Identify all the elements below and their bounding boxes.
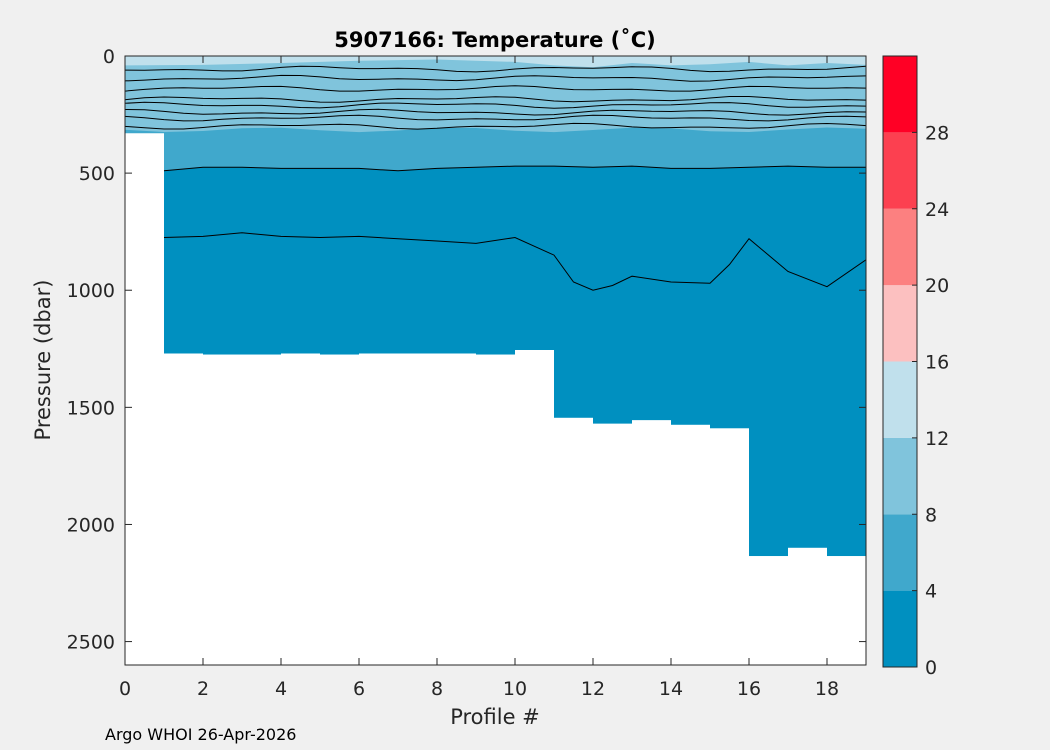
footer-credit: Argo WHOI 26-Apr-2026 [105,725,297,744]
colorbar-tick-label: 24 [925,199,949,221]
y-axis-label: Pressure (dbar) [31,280,55,441]
colorbar-tick-label: 28 [925,122,949,144]
chart-title: 5907166: Temperature (˚C) [334,28,655,52]
x-tick-label: 2 [197,678,209,700]
temperature-band-12-16 [125,56,866,68]
x-tick-label: 10 [503,678,527,700]
contour-line-2C [163,232,866,291]
colorbar-segment [883,56,917,133]
y-tick-label: 0 [103,46,115,68]
colorbar-tick-label: 12 [925,428,949,450]
y-tick-label: 2500 [67,632,115,654]
contour-line [125,85,866,92]
colorbar-tick-label: 16 [925,352,949,374]
y-tick-label: 1000 [67,280,115,302]
colorbar-tick-label: 0 [925,657,937,679]
colorbar-tick-label: 8 [925,504,937,526]
contour-line [125,114,866,122]
colorbar-segment [883,285,917,362]
x-tick-label: 12 [581,678,605,700]
x-axis-label: Profile # [450,705,540,729]
contour-line [125,108,866,116]
y-tick-label: 1500 [67,397,115,419]
x-tick-label: 0 [119,678,131,700]
colorbar-segment [883,514,917,591]
colorbar-segment [883,208,917,286]
x-tick-label: 16 [737,678,761,700]
colorbar-tick-label: 20 [925,275,949,297]
contour-line [125,122,866,130]
no-data-region [125,133,866,665]
colorbar-segment [883,590,917,667]
x-tick-label: 4 [275,678,287,700]
plot-frame [124,55,867,666]
colorbar-segment [883,132,917,209]
temperature-band-0-4 [125,56,866,557]
contour-line [125,101,866,109]
colorbar-segment [883,361,917,438]
x-tick-label: 14 [659,678,683,700]
contour-line-4C [163,165,866,172]
x-tick-label: 6 [353,678,365,700]
contour-line [125,65,866,73]
colorbar-tick-label: 4 [925,581,937,603]
y-tick-label: 2000 [67,514,115,536]
contour-line [125,96,866,103]
x-tick-label: 8 [431,678,443,700]
y-tick-label: 500 [79,163,115,185]
colorbar-segment [883,437,917,515]
contour-line [125,74,866,82]
x-tick-label: 18 [815,678,839,700]
